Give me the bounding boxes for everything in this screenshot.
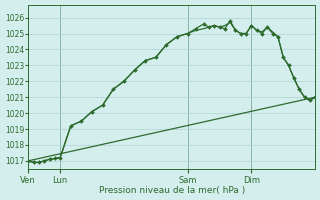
X-axis label: Pression niveau de la mer( hPa ): Pression niveau de la mer( hPa ) (99, 186, 245, 195)
